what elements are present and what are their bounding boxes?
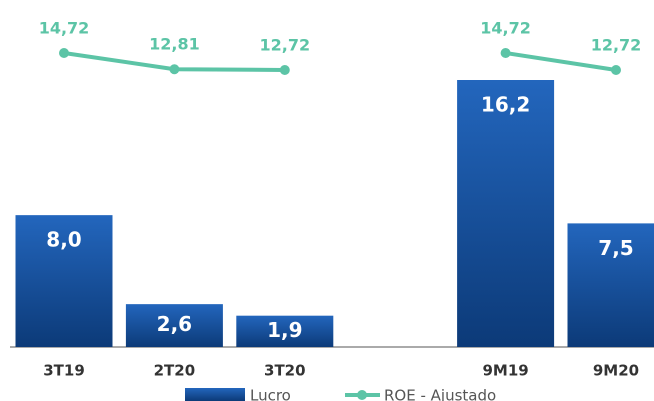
bar-value-label: 8,0 [46,228,81,252]
legend-label: ROE - Ajustado [384,387,496,401]
line-value-label: 14,72 [39,19,90,38]
line-point [59,48,69,58]
bar-value-label: 7,5 [598,236,633,260]
line [62,51,618,72]
bar [125,304,223,347]
line-value-label: 12,81 [149,35,200,54]
legend-swatch [185,388,245,401]
bar [15,215,113,347]
line-point [611,65,621,75]
line-point [500,48,511,58]
line-value-label: 12,72 [591,36,642,55]
x-tick-label: 2T20 [154,362,196,380]
legend-swatch [357,390,367,400]
line-value-label: 12,72 [259,36,310,55]
line-point [169,64,180,75]
x-tick-label: 9M20 [593,362,639,380]
line-value-label: 14,72 [480,19,531,38]
bar [236,315,334,347]
bar-value-label: 2,6 [157,312,192,336]
bar [567,223,654,347]
x-tick-label: 3T19 [43,362,85,380]
bar [457,80,555,347]
bar-value-label: 1,9 [267,318,302,342]
legend-label: Lucro [250,387,291,401]
bar-value-label: 16,2 [481,93,530,117]
x-tick-label: 3T20 [264,362,306,380]
line-point [279,65,290,75]
x-tick-label: 9M19 [482,362,528,380]
